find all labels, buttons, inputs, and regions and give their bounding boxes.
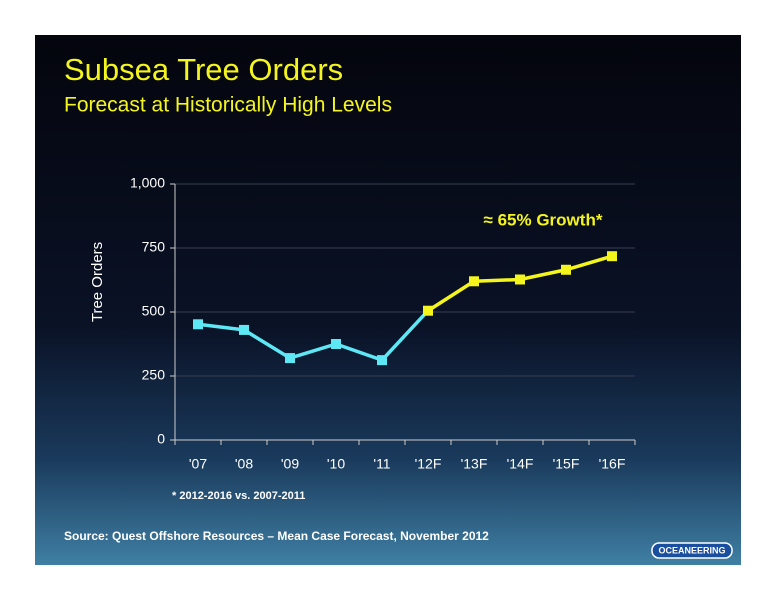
- marker: [423, 305, 433, 316]
- x-tick-label: '16F: [599, 456, 626, 472]
- line-segment: [197, 309, 430, 362]
- marker: [239, 324, 249, 335]
- marker: [193, 319, 203, 330]
- marker: [285, 353, 295, 364]
- x-tick-label: '09: [281, 456, 299, 472]
- marker: [377, 355, 387, 366]
- logo-badge: [651, 542, 733, 559]
- title: Subsea Tree Orders: [64, 52, 343, 87]
- x-tick-label: '15F: [553, 456, 580, 472]
- y-tick-label: 0: [157, 431, 165, 447]
- x-tick-label: '12F: [415, 456, 442, 472]
- marker: [607, 251, 617, 262]
- slide-background: [35, 35, 741, 565]
- marker: [561, 264, 571, 275]
- marker: [331, 339, 341, 349]
- annotation: ≈ 65% Growth*: [484, 210, 603, 229]
- logo: OCEANEERING: [658, 545, 725, 555]
- x-tick-label: '13F: [461, 456, 488, 472]
- y-tick-label: 250: [142, 367, 166, 383]
- footnote: * 2012-2016 vs. 2007-2011: [172, 490, 305, 502]
- x-tick-label: '08: [235, 456, 253, 472]
- y-tick-label: 500: [142, 303, 166, 319]
- marker: [515, 274, 525, 285]
- y-axis-label: Tree Orders: [89, 242, 106, 322]
- x-tick-label: '14F: [507, 456, 534, 472]
- x-tick-label: '10: [327, 456, 345, 472]
- y-tick-label: 1,000: [130, 175, 165, 191]
- subtitle: Forecast at Historically High Levels: [64, 94, 392, 117]
- x-tick-label: '11: [373, 456, 390, 472]
- marker: [469, 276, 479, 287]
- x-tick-label: '07: [189, 456, 207, 472]
- y-tick-label: 750: [142, 239, 166, 255]
- source: Source: Quest Offshore Resources – Mean …: [64, 529, 489, 543]
